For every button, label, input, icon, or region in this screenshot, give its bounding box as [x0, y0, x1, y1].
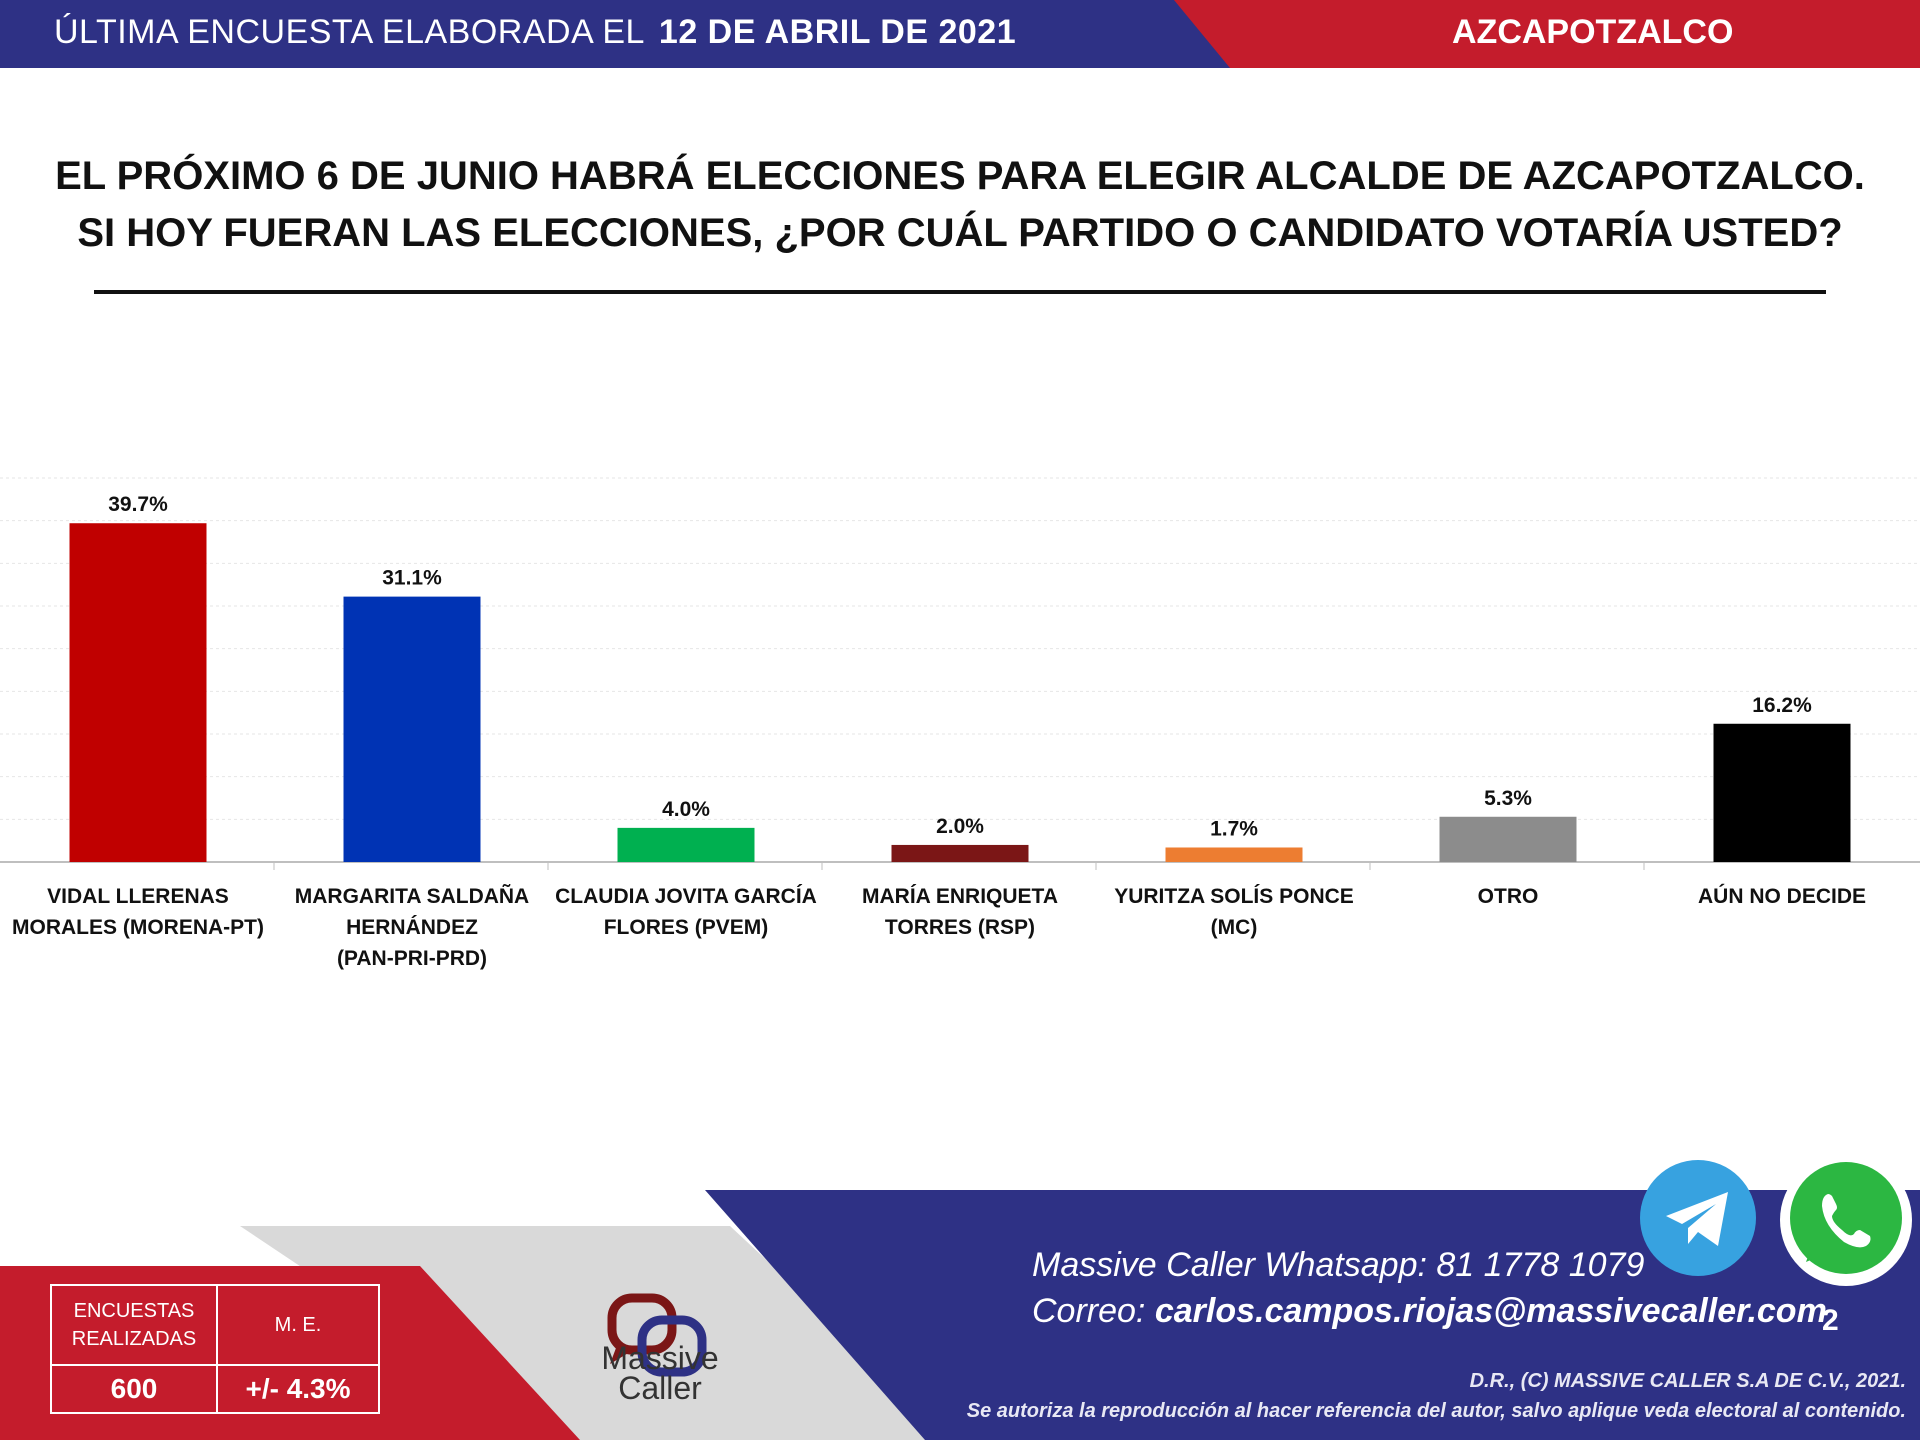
category-label: MARGARITA SALDAÑA	[295, 885, 529, 908]
massive-caller-logo-icon	[607, 1293, 707, 1377]
bar	[343, 596, 481, 862]
whatsapp-icon[interactable]	[1776, 1150, 1916, 1290]
bar	[1713, 723, 1851, 862]
surveys-header: ENCUESTAS REALIZADAS	[52, 1286, 218, 1366]
category-label: MARÍA ENRIQUETA	[862, 885, 1058, 908]
category-label: HERNÁNDEZ	[346, 916, 478, 939]
data-label: 39.7%	[108, 493, 168, 516]
category-label: YURITZA SOLÍS PONCE	[1114, 885, 1354, 908]
data-label: 2.0%	[936, 815, 984, 838]
question-title: EL PRÓXIMO 6 DE JUNIO HABRÁ ELECCIONES P…	[0, 148, 1920, 262]
data-label: 5.3%	[1484, 787, 1532, 810]
bar-chart: 39.7% VIDAL LLERENAS MORALES (MORENA-PT) 31…	[0, 477, 1920, 970]
footer-banner	[0, 1190, 1920, 1440]
logo-text-caller: Caller	[618, 1370, 702, 1406]
margin-error-value: +/- 4.3%	[245, 1373, 351, 1404]
category-label: VIDAL LLERENAS	[47, 885, 229, 908]
bar	[891, 844, 1029, 862]
logo-text-massive: Massive	[601, 1340, 719, 1376]
question-line-1: EL PRÓXIMO 6 DE JUNIO HABRÁ ELECCIONES P…	[55, 154, 1865, 198]
survey-date: 12 DE ABRIL DE 2021	[658, 13, 1017, 51]
category-label: OTRO	[1478, 885, 1539, 908]
category-label: CLAUDIA JOVITA GARCÍA	[555, 885, 817, 908]
bar	[1165, 847, 1303, 862]
bar	[69, 523, 207, 862]
data-label: 16.2%	[1752, 694, 1812, 717]
data-label: 4.0%	[662, 798, 710, 821]
survey-date-title: ÚLTIMA ENCUESTA ELABORADA EL 12 DE ABRIL …	[54, 10, 1016, 54]
whatsapp-contact: Massive Caller Whatsapp: 81 1778 1079	[1032, 1246, 1644, 1285]
bar	[617, 827, 755, 862]
data-label: 1.7%	[1210, 817, 1258, 840]
question-line-2: SI HOY FUERAN LAS ELECCIONES, ¿POR CUÁL …	[77, 211, 1843, 255]
header-banner	[0, 0, 1920, 68]
title-divider	[94, 290, 1826, 294]
email-address[interactable]: carlos.campos.riojas@massivecaller.com	[1154, 1292, 1827, 1330]
telegram-icon[interactable]	[1638, 1158, 1758, 1278]
whatsapp-label: Massive Caller Whatsapp:	[1032, 1246, 1427, 1284]
bar	[1439, 816, 1577, 862]
margin-error-header: M. E.	[218, 1286, 378, 1366]
category-label: (MC)	[1211, 916, 1258, 939]
email-contact: Correo: carlos.campos.riojas@massivecall…	[1032, 1292, 1827, 1331]
category-label: AÚN NO DECIDE	[1698, 884, 1866, 908]
whatsapp-number: 81 1778 1079	[1436, 1246, 1645, 1284]
copyright-line-1: D.R., (C) MASSIVE CALLER S.A DE C.V., 20…	[1469, 1370, 1906, 1392]
data-label: 31.1%	[382, 567, 442, 590]
region-title: AZCAPOTZALCO	[1452, 13, 1734, 51]
survey-date-prefix: ÚLTIMA ENCUESTA ELABORADA EL	[54, 13, 645, 51]
surveys-value: 600	[52, 1366, 218, 1412]
email-label: Correo:	[1032, 1292, 1146, 1330]
survey-stats-table: ENCUESTAS REALIZADAS M. E. 600 +/- 4.3%	[50, 1284, 380, 1414]
copyright-line-2: Se autoriza la reproducción al hacer ref…	[966, 1400, 1906, 1422]
page-number: 2	[1822, 1304, 1839, 1337]
category-label: TORRES (RSP)	[885, 916, 1035, 939]
category-label: (PAN-PRI-PRD)	[337, 947, 487, 970]
category-label: MORALES (MORENA-PT)	[12, 916, 264, 939]
category-label: FLORES (PVEM)	[604, 916, 769, 939]
